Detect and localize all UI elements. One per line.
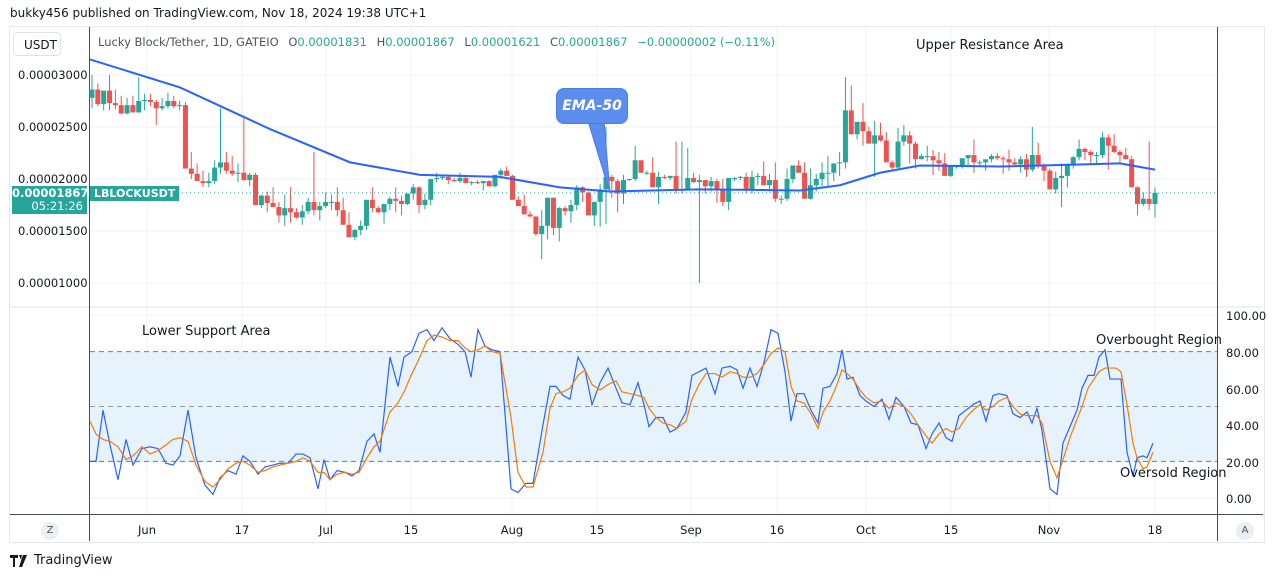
price-tick-0: 0.00003000: [18, 68, 88, 82]
osc-tick-20: 20.00: [1226, 456, 1259, 470]
price-tick-2: 0.00002000: [18, 172, 88, 186]
tradingview-logo-icon: [10, 554, 27, 567]
lower-support-label: Lower Support Area: [142, 324, 271, 339]
symbol-legend: Lucky Block/Tether, 1D, GATEIO O0.000018…: [98, 35, 775, 49]
time-tick-jul15: 15: [403, 523, 419, 537]
osc-tick-40: 40.00: [1226, 419, 1259, 433]
open-value: 0.00001831: [297, 35, 367, 49]
auto-scale-button[interactable]: A: [1236, 522, 1254, 540]
last-price: 0.00001867: [12, 186, 89, 200]
overbought-label: Overbought Region: [1096, 333, 1222, 348]
osc-tick-100: 100.00: [1226, 309, 1267, 323]
time-tick-aug15: 15: [589, 523, 605, 537]
low-value: 0.00001621: [470, 35, 541, 49]
high-label: H: [376, 35, 386, 49]
osc-tick-60: 60.00: [1226, 383, 1259, 397]
osc-tick-0: 0.00: [1226, 492, 1252, 506]
time-tick-aug: Aug: [500, 523, 524, 537]
time-tick-oct15: 15: [943, 523, 959, 537]
brand-name: TradingView: [34, 553, 113, 568]
close-label: C: [549, 35, 559, 49]
symbol-tag: LBLOCKUSDT: [90, 186, 180, 201]
zoom-reset-button[interactable]: Z: [41, 522, 59, 540]
time-tick-jun: Jun: [138, 523, 156, 537]
currency-button[interactable]: USDT: [13, 32, 61, 56]
osc-tick-80: 80.00: [1226, 346, 1259, 360]
time-tick-sep16: 16: [769, 523, 785, 537]
upper-resistance-label: Upper Resistance Area: [916, 38, 1064, 53]
change-value: −0.00000002 (−0.11%): [637, 35, 776, 49]
time-tick-oct: Oct: [856, 523, 876, 537]
high-value: 0.00001867: [385, 35, 455, 49]
last-price-tag: 0.00001867 05:21:26: [12, 186, 89, 214]
tradingview-logo: TradingView: [10, 553, 113, 568]
time-tick-jun17: 17: [234, 523, 250, 537]
ema-callout: EMA-50: [556, 88, 628, 124]
time-tick-nov18: 18: [1147, 523, 1163, 537]
oversold-label: Oversold Region: [1120, 466, 1227, 481]
time-tick-jul: Jul: [319, 523, 333, 537]
close-value: 0.00001867: [558, 35, 628, 49]
price-tick-4: 0.00001000: [18, 276, 88, 290]
low-label: L: [464, 35, 471, 49]
bar-countdown: 05:21:26: [31, 199, 83, 213]
symbol-title: Lucky Block/Tether, 1D, GATEIO: [98, 35, 279, 49]
time-tick-sep: Sep: [680, 523, 702, 537]
published-caption: bukky456 published on TradingView.com, N…: [10, 6, 427, 20]
time-tick-nov: Nov: [1037, 523, 1061, 537]
price-tick-1: 0.00002500: [18, 120, 88, 134]
price-tick-3: 0.00001500: [18, 224, 88, 238]
open-label: O: [288, 35, 298, 49]
